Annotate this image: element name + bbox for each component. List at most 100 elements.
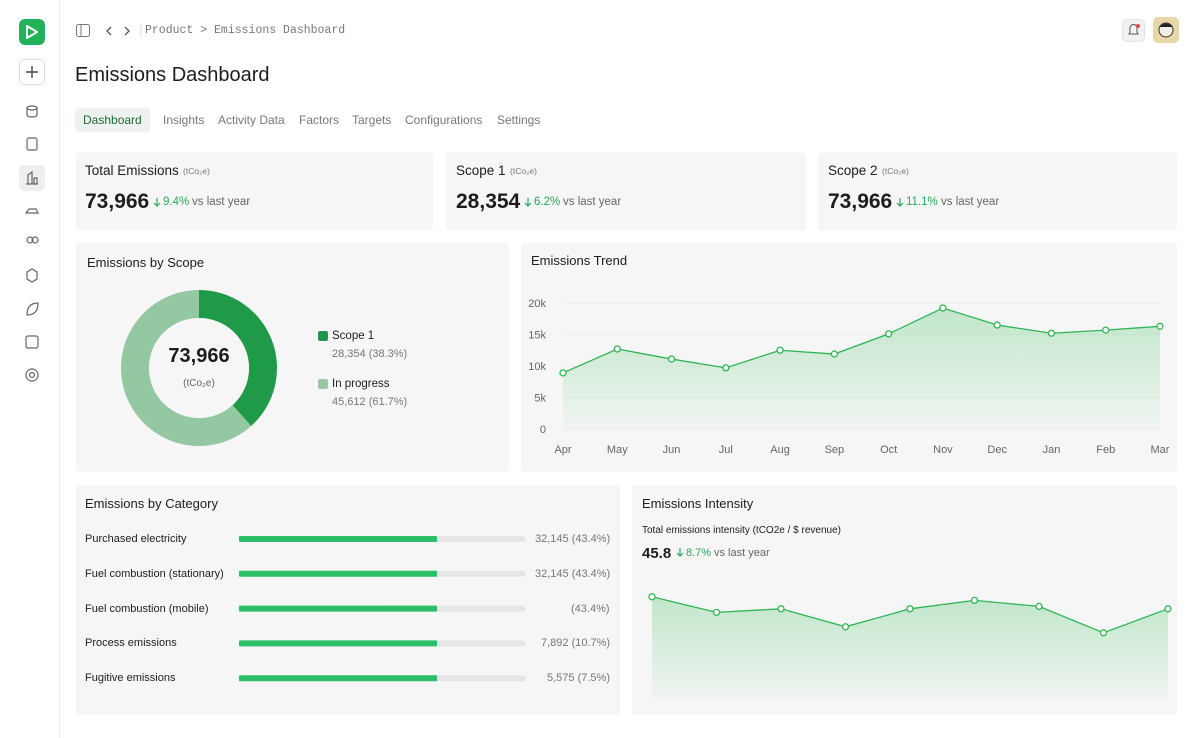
- tab[interactable]: Configurations: [405, 113, 483, 127]
- point: [1035, 602, 1043, 611]
- x-tick-label: Aug: [770, 444, 790, 456]
- kpi-change: 6.2%: [534, 196, 561, 208]
- kpi-value: 73,966: [85, 190, 150, 213]
- x-tick-label: Feb: [1096, 444, 1115, 456]
- kpi-change: 11.1%: [906, 196, 938, 208]
- sidebar-toggle[interactable]: [76, 24, 90, 37]
- tab[interactable]: Settings: [497, 113, 541, 127]
- row-value: 32,145 (43.4%): [535, 567, 611, 580]
- kpi-card: [76, 152, 433, 230]
- point: [1102, 326, 1110, 334]
- tab[interactable]: Factors: [299, 113, 340, 127]
- tab[interactable]: Activity Data: [218, 113, 285, 127]
- point: [712, 608, 721, 617]
- kpi-change: 9.4%: [163, 196, 190, 208]
- breadcrumb-item[interactable]: Product: [145, 24, 194, 37]
- kpi-card: [446, 152, 806, 230]
- point: [1099, 629, 1108, 637]
- tab[interactable]: Insights: [163, 113, 205, 127]
- nav-icon[interactable]: [26, 268, 38, 283]
- chart-title: Emissions Trend: [531, 253, 628, 268]
- header-actions: [1122, 17, 1179, 43]
- kpi-value: 73,966: [828, 190, 893, 213]
- point: [667, 355, 676, 363]
- kpi-label: Total Emissions: [85, 163, 179, 178]
- row-label: Purchased electricity: [85, 533, 187, 545]
- kpi-value: 28,354: [456, 190, 521, 213]
- y-tick-label: 15k: [528, 330, 546, 342]
- donut-center-value: 73,966: [168, 345, 229, 367]
- nav-icon[interactable]: [26, 236, 34, 244]
- area: [652, 596, 1168, 700]
- breadcrumb-item[interactable]: Emissions Dashboard: [214, 24, 346, 37]
- y-tick-label: 0: [540, 424, 546, 436]
- bar-fill: [239, 640, 438, 647]
- kpi-card: [818, 152, 1177, 230]
- nav-icon[interactable]: [25, 368, 39, 382]
- card-title: Emissions by Category: [85, 496, 218, 511]
- bar-fill: [239, 536, 438, 542]
- tab[interactable]: Targets: [352, 113, 392, 127]
- chart-title: Emissions Intensity: [642, 496, 754, 511]
- row-label: Process emissions: [85, 637, 177, 650]
- donut-center-unit: (tCo₂e): [183, 378, 215, 389]
- nav-icon[interactable]: [26, 137, 38, 151]
- x-tick-label: Jan: [1043, 444, 1061, 456]
- point: [841, 623, 850, 631]
- x-tick-label: Apr: [554, 444, 571, 456]
- kpi-suffix: vs last year: [563, 196, 622, 208]
- down-arrow: [676, 548, 684, 557]
- point: [648, 593, 656, 601]
- page-title: Emissions Dashboard: [75, 64, 270, 86]
- legend-swatch: [318, 379, 328, 389]
- legend-value: 28,354 (38.3%): [332, 348, 408, 360]
- donut-segment: [199, 290, 278, 426]
- breadcrumb-separator: >: [200, 24, 208, 37]
- point: [776, 346, 784, 354]
- point: [830, 350, 839, 358]
- bar-fill: [239, 570, 438, 577]
- toolbar-icons: [76, 24, 142, 38]
- forward-button[interactable]: [124, 26, 130, 36]
- point: [970, 596, 979, 605]
- chart-title: Emissions by Scope: [87, 255, 205, 270]
- kpi-unit: (tCo₂e): [183, 166, 210, 176]
- tab[interactable]: Dashboard: [75, 108, 150, 132]
- bar-fill: [239, 605, 438, 612]
- down-arrow: [896, 198, 904, 207]
- nav-icon[interactable]: [24, 208, 39, 214]
- nav-icon[interactable]: [25, 335, 39, 349]
- x-tick-label: Jul: [719, 444, 733, 456]
- y-tick-label: 20k: [528, 298, 546, 310]
- point: [1047, 329, 1056, 337]
- kpi-suffix: vs last year: [941, 196, 1000, 208]
- x-tick-label: Sep: [825, 444, 845, 456]
- x-tick-label: Dec: [987, 444, 1007, 456]
- area: [563, 308, 1160, 429]
- point: [993, 321, 1001, 329]
- point: [939, 304, 947, 312]
- row-value: 5,575 (7.5%): [547, 672, 610, 685]
- point: [906, 605, 914, 613]
- point: [1156, 322, 1164, 330]
- legend-label: In progress: [332, 378, 390, 390]
- back-button[interactable]: [106, 26, 112, 36]
- legend-label: Scope 1: [332, 330, 375, 342]
- kpi-suffix: vs last year: [192, 196, 251, 208]
- y-tick-label: 10k: [528, 361, 546, 373]
- row-label: Fuel combustion (mobile): [85, 602, 209, 615]
- logo[interactable]: [19, 19, 45, 45]
- legend-swatch: [318, 331, 328, 341]
- point: [559, 369, 567, 377]
- nav-icon[interactable]: [26, 302, 39, 316]
- row-label: Fuel combustion (stationary): [85, 567, 224, 580]
- x-tick-label: Oct: [880, 444, 897, 456]
- point: [1164, 605, 1172, 613]
- bar-fill: [239, 675, 438, 682]
- x-tick-label: Mar: [1151, 444, 1170, 456]
- sidebar: [19, 0, 60, 738]
- row-label: Fugitive emissions: [85, 672, 176, 685]
- metric-suffix: vs last year: [714, 547, 770, 559]
